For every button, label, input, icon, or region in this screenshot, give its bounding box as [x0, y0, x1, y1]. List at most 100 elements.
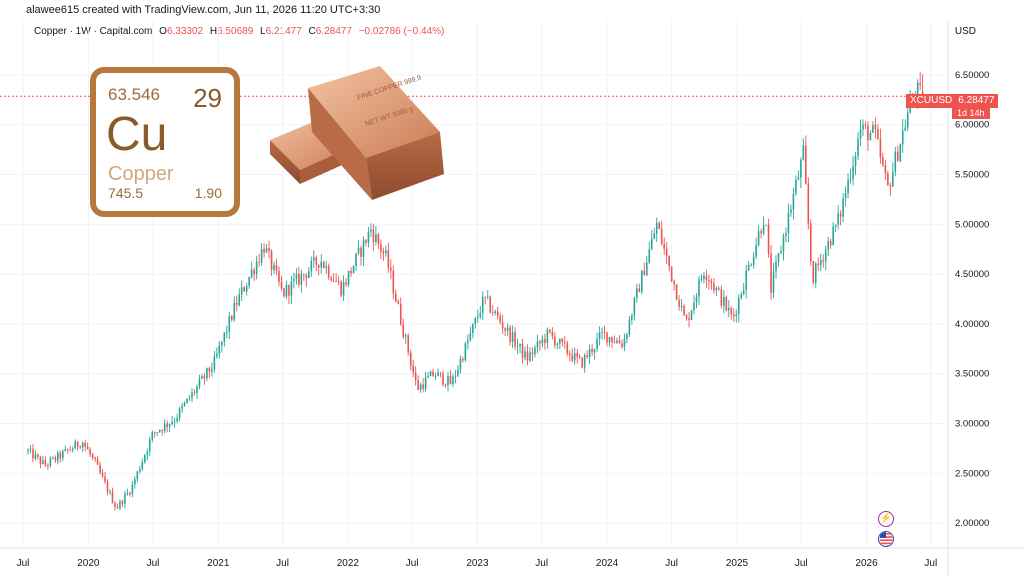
candle-body [700, 279, 703, 280]
candle-body [218, 345, 221, 354]
candle-body [921, 91, 924, 97]
candle-body [613, 342, 616, 343]
candle-body [447, 375, 449, 386]
high-value: 6.50689 [217, 26, 254, 37]
candle-body [327, 266, 330, 278]
candle-body [499, 316, 501, 323]
candle-body [678, 299, 680, 307]
candle-body [581, 357, 583, 368]
candle-body [621, 343, 623, 347]
candle-body [235, 302, 238, 306]
candle-body [166, 423, 168, 427]
candle-body [626, 334, 628, 339]
candle-body [904, 127, 907, 131]
candle-body [280, 281, 283, 289]
candle-body [797, 177, 800, 180]
high-label: H [209, 26, 218, 37]
candle-body [723, 296, 725, 306]
time-tick-label: 2022 [337, 558, 360, 569]
candle-body [449, 375, 452, 385]
candle-body [293, 278, 295, 282]
candle-body [496, 311, 499, 317]
candle-body [121, 501, 124, 504]
candle-body [285, 285, 288, 297]
time-tick-label: Jul [17, 558, 30, 569]
candle-body [802, 145, 805, 160]
candle-body [606, 332, 608, 343]
candle-body [104, 476, 106, 482]
candle-body [578, 356, 581, 358]
candle-body [591, 348, 593, 353]
candle-body [519, 343, 521, 347]
candle-body [382, 251, 385, 254]
candle-body [887, 173, 889, 185]
price-tick-label: 6.00000 [955, 120, 989, 131]
candle-body [325, 266, 328, 268]
candle-body [810, 223, 812, 262]
candle-body [39, 456, 42, 464]
candle-body [770, 253, 772, 293]
candle-body [785, 233, 787, 237]
candle-body [240, 287, 243, 295]
candle-body [377, 234, 380, 244]
candle-body [583, 355, 586, 368]
candle-body [163, 423, 166, 432]
candle-body [680, 305, 683, 307]
candle-body [308, 271, 310, 278]
candle-body [81, 442, 84, 448]
candle-body [916, 82, 919, 97]
candle-body [631, 315, 633, 320]
candle-body [745, 270, 747, 290]
candle-body [29, 448, 32, 450]
candle-body [352, 266, 355, 274]
candle-body [877, 129, 879, 139]
candle-body [814, 263, 817, 283]
candle-body [186, 398, 188, 404]
candle-body [283, 288, 285, 297]
candle-body [703, 275, 705, 280]
candle-body [439, 372, 442, 374]
candle-body [566, 343, 569, 354]
candle-body [345, 282, 347, 285]
candle-body [772, 271, 775, 293]
candle-body [742, 289, 745, 295]
currency-label[interactable]: USD [954, 26, 976, 37]
us-flag-icon[interactable] [878, 531, 894, 547]
candle-body [561, 338, 564, 342]
bar-countdown: 1d 14h [952, 108, 990, 119]
candle-body [593, 348, 596, 353]
candle-body [399, 303, 402, 325]
candle-body [238, 294, 241, 306]
periodic-table-tile: 63.546 29 Cu Copper 745.5 1.90 [90, 67, 240, 217]
candle-body [832, 226, 834, 246]
candle-body [367, 231, 370, 243]
candle-body [872, 125, 874, 133]
candle-body [683, 305, 685, 316]
candle-body [432, 371, 434, 377]
candle-body [427, 376, 429, 378]
symbol-title[interactable]: Copper · 1W · Capital.com [34, 26, 153, 37]
candle-body [618, 340, 621, 344]
candle-body [489, 296, 492, 313]
candle-body [71, 448, 74, 451]
candle-body [752, 256, 755, 265]
candle-body [708, 279, 710, 282]
lightning-icon[interactable]: ⚡ [878, 511, 894, 527]
candle-body [576, 352, 579, 357]
candle-body [146, 451, 149, 456]
candle-body [462, 358, 464, 361]
candle-body [616, 340, 618, 343]
candle-body [322, 262, 325, 268]
candle-body [362, 239, 365, 257]
candle-body [380, 243, 382, 252]
candle-body [882, 157, 884, 166]
price-tick-label: 3.00000 [955, 418, 989, 429]
candle-body [295, 273, 298, 279]
candle-body [414, 372, 417, 381]
candle-body [402, 324, 405, 337]
candle-body [568, 353, 571, 356]
candle-body [228, 315, 231, 332]
candle-body [822, 260, 825, 262]
candle-body [253, 269, 255, 274]
